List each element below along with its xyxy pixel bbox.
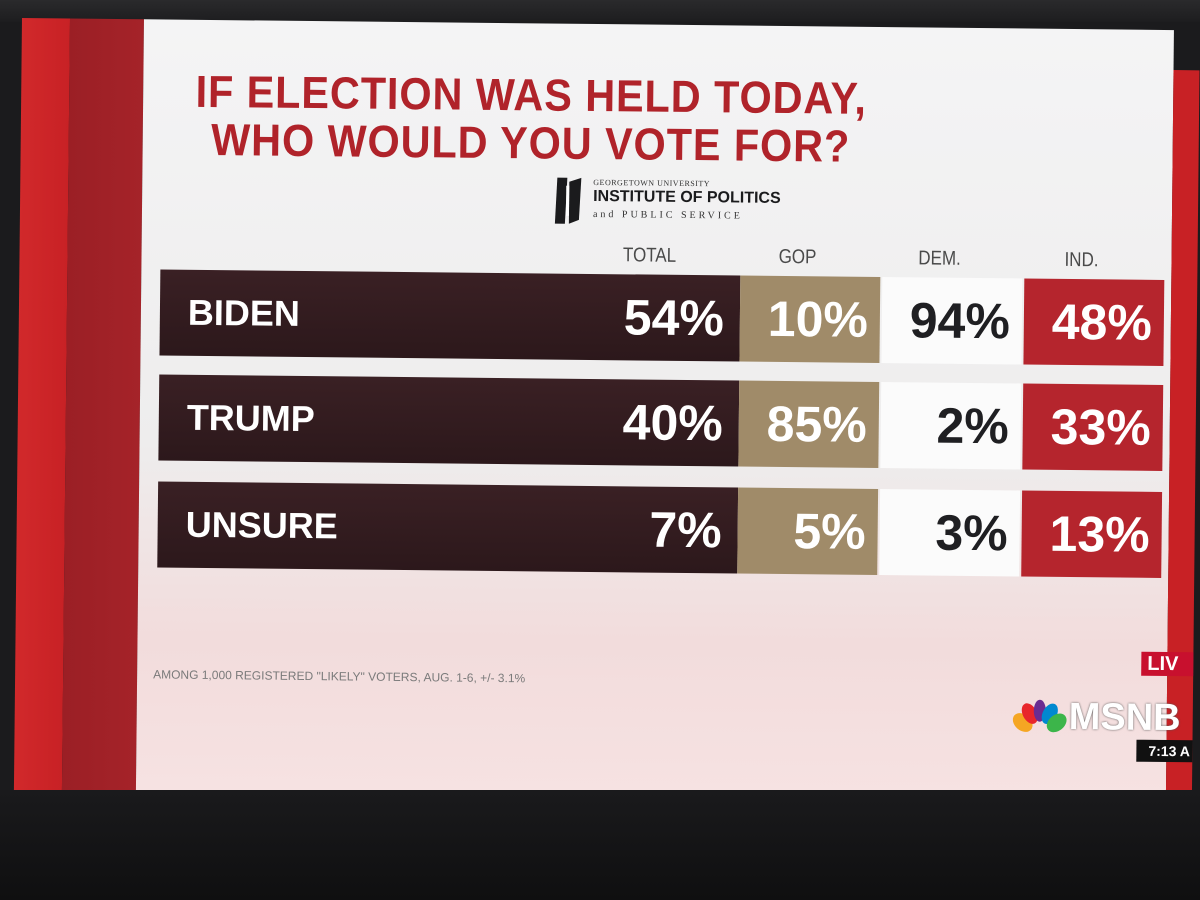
table-row: BIDEN 54% 10% 94% 48% <box>159 269 1165 366</box>
logo-university-text: GEORGETOWN UNIVERSITY <box>593 177 711 189</box>
chart-title: IF ELECTION WAS HELD TODAY, WHO WOULD YO… <box>181 66 881 172</box>
gop-value: 10% <box>739 275 881 363</box>
candidate-name: TRUMP <box>186 396 316 440</box>
total-value: 54% <box>623 289 725 347</box>
ind-value: 48% <box>1023 278 1165 366</box>
gop-value: 5% <box>737 487 879 575</box>
total-value: 40% <box>622 394 724 452</box>
institute-logo: GEORGETOWN UNIVERSITY INSTITUTE OF POLIT… <box>553 176 814 239</box>
tv-bezel-bottom <box>0 790 1200 900</box>
candidate-bar: TRUMP 40% <box>158 374 740 467</box>
left-dark-red-strip <box>61 18 144 792</box>
total-value: 7% <box>649 501 722 559</box>
logo-institute-text: INSTITUTE OF POLITICS <box>593 187 781 207</box>
column-header-ind: IND. <box>1064 248 1099 272</box>
dem-value: 94% <box>881 277 1023 365</box>
table-row: UNSURE 7% 5% 3% 13% <box>157 481 1163 578</box>
table-row: TRUMP 40% 85% 2% 33% <box>158 374 1164 471</box>
ind-value: 33% <box>1022 383 1164 471</box>
network-logo: MSNB <box>1012 696 1193 740</box>
candidate-name: UNSURE <box>185 503 338 547</box>
dem-value: 2% <box>880 382 1022 470</box>
column-header-gop: GOP <box>778 245 817 269</box>
title-line-2: WHO WOULD YOU VOTE FOR? <box>210 113 851 172</box>
candidate-bar: UNSURE 7% <box>157 481 739 574</box>
left-red-strip <box>13 18 70 791</box>
live-badge: LIV <box>1141 651 1194 677</box>
candidate-bar: BIDEN 54% <box>159 269 741 362</box>
candidate-name: BIDEN <box>187 291 301 334</box>
broadcast-clock: 7:13 A <box>1136 739 1193 763</box>
tv-screen: IF ELECTION WAS HELD TODAY, WHO WOULD YO… <box>13 18 1200 803</box>
institute-logo-mark-icon <box>554 177 582 224</box>
gop-value: 85% <box>738 380 880 468</box>
tv-bezel-top <box>0 0 1200 22</box>
column-header-total: TOTAL <box>622 244 677 267</box>
network-name: MSNB <box>1068 696 1181 740</box>
column-header-dem: DEM. <box>918 247 961 270</box>
logo-subtitle-text: and PUBLIC SERVICE <box>592 208 743 222</box>
dem-value: 3% <box>879 489 1021 577</box>
peacock-icon <box>1012 699 1067 733</box>
ind-value: 13% <box>1021 490 1163 578</box>
